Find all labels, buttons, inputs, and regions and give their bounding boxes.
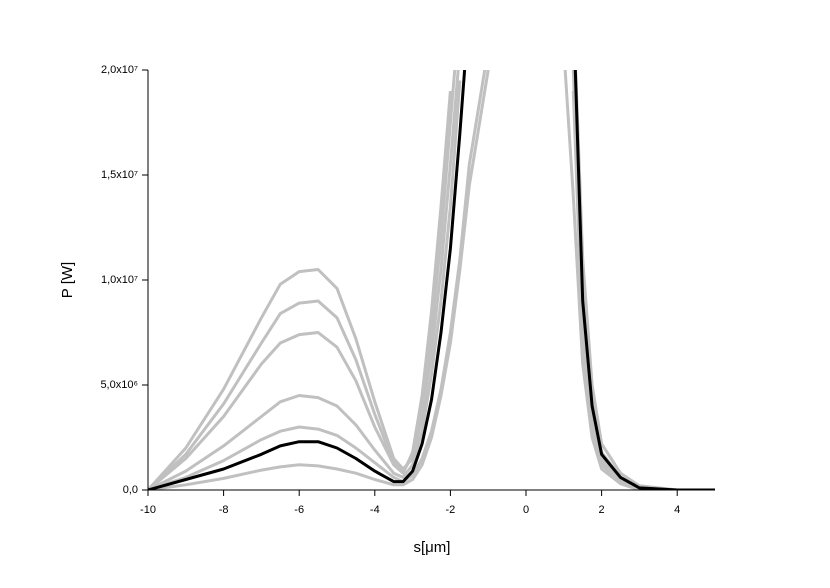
- x-tick-label: -10: [140, 504, 156, 516]
- x-tick-label: -6: [294, 504, 304, 516]
- y-tick-label: 0,0: [123, 484, 138, 496]
- x-tick-label: -8: [219, 504, 229, 516]
- y-tick-label: 1,0x10⁷: [101, 274, 138, 286]
- series-line: [148, 70, 715, 490]
- y-tick-label: 1,5x10⁷: [101, 169, 138, 181]
- series-line: [148, 70, 715, 490]
- series-line: [148, 70, 715, 490]
- series-line: [148, 70, 715, 490]
- y-axis-title: P [W]: [59, 262, 76, 298]
- x-tick-label: 0: [523, 504, 529, 516]
- y-tick-label: 2,0x10⁷: [101, 64, 138, 76]
- x-tick-label: -2: [446, 504, 456, 516]
- y-tick-label: 5,0x10⁶: [100, 379, 138, 391]
- series-line: [148, 70, 715, 490]
- x-tick-label: 4: [674, 504, 680, 516]
- x-tick-label: 2: [599, 504, 605, 516]
- series-line: [148, 70, 715, 490]
- x-tick-label: -4: [370, 504, 380, 516]
- x-axis-title: s[μm]: [414, 539, 451, 556]
- plot-area: [148, 70, 715, 490]
